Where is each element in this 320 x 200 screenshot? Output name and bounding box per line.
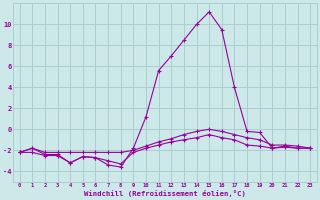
X-axis label: Windchill (Refroidissement éolien,°C): Windchill (Refroidissement éolien,°C) — [84, 190, 246, 197]
